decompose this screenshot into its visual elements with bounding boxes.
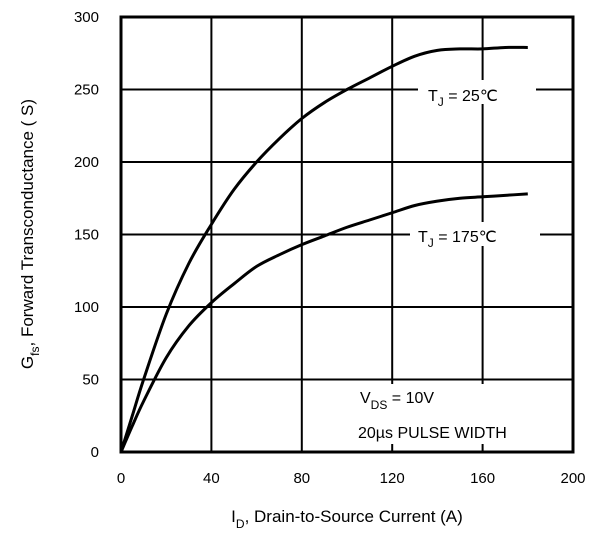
x-tick-label: 160: [470, 470, 495, 487]
y-tick-label: 50: [82, 372, 99, 389]
x-tick-label: 120: [380, 470, 405, 487]
series-line-1: [119, 192, 528, 453]
series-line-0: [119, 45, 528, 453]
x-tick-label: 40: [203, 470, 220, 487]
condition-vds: VDS = 10V: [360, 390, 434, 412]
y-axis-label: Gfs, Forward Transconductance ( S): [18, 99, 42, 369]
x-axis-label: ID, Drain-to-Source Current (A): [231, 507, 463, 531]
x-tick-label: 200: [560, 470, 585, 487]
y-tick-labels: 0 50 100 150 200 250 300: [74, 9, 99, 461]
y-tick-label: 250: [74, 82, 99, 99]
series-label-25: TJ = 25℃: [428, 88, 498, 109]
y-tick-label: 150: [74, 227, 99, 244]
x-tick-label: 0: [117, 470, 125, 487]
series-curves: [119, 45, 528, 453]
x-tick-labels: 0 40 80 120 160 200: [117, 470, 586, 487]
series-label-175-bg: [410, 222, 540, 246]
y-tick-label: 100: [74, 299, 99, 316]
y-tick-label: 300: [74, 9, 99, 26]
x-tick-label: 80: [293, 470, 310, 487]
series-label-175: TJ = 175℃: [418, 229, 497, 250]
condition-annotation-bg: [355, 384, 565, 444]
y-tick-label: 200: [74, 154, 99, 171]
series-label-25-bg: [418, 80, 536, 104]
condition-pulse-width: 20µs PULSE WIDTH: [358, 425, 507, 442]
y-tick-label: 0: [91, 444, 99, 461]
